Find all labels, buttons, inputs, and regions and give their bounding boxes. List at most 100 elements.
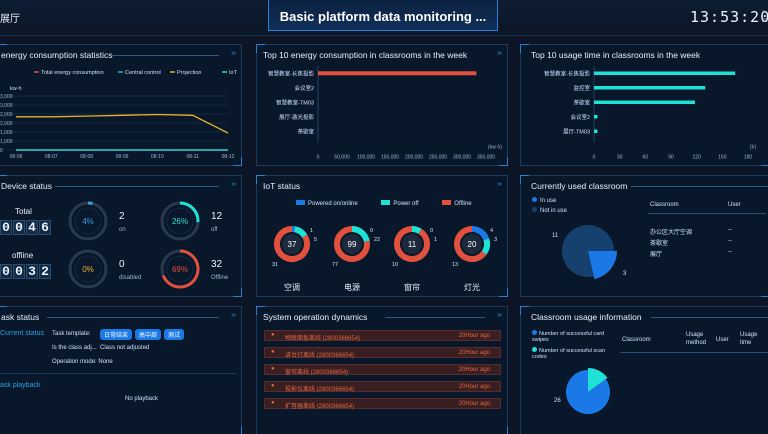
pie-label-small: 3 bbox=[623, 271, 627, 277]
legend-dot-card bbox=[532, 330, 537, 335]
donut-segment bbox=[351, 226, 370, 243]
row-room: 茶歇室 bbox=[650, 241, 669, 247]
legend-off: Power off bbox=[393, 201, 419, 207]
gauge-label: off bbox=[211, 227, 218, 233]
list-item[interactable]: ● 物联面板离线 (2800366654) 20Hour ago bbox=[264, 330, 501, 342]
pie-slice-in-use bbox=[588, 251, 617, 280]
table-row[interactable]: 办公区大厅空调 -- bbox=[648, 226, 766, 237]
gauge-arc bbox=[87, 201, 93, 206]
donut-label-b: 3 bbox=[494, 237, 497, 243]
x-tick-label: 300,000 bbox=[453, 155, 471, 161]
page-title: Basic platform data monitoring ... bbox=[279, 9, 487, 24]
list-item[interactable]: ● 扩音器离线 (2800366654) 20Hour ago bbox=[264, 398, 501, 410]
col-user: User bbox=[728, 202, 741, 208]
legend-swatch-offline bbox=[442, 200, 452, 205]
row-user: -- bbox=[728, 249, 732, 255]
table-row[interactable]: 展厅 -- bbox=[648, 248, 766, 259]
alert-icon: ● bbox=[271, 332, 275, 338]
x-tick-label: 180 bbox=[744, 155, 753, 161]
op-time: 20Hour ago bbox=[458, 333, 490, 339]
usage-table-header: Classroom Usage method User Usage time bbox=[620, 331, 768, 353]
list-item[interactable]: ● 投影仪离线 (2800366654) 20Hour ago bbox=[264, 381, 501, 393]
donut-total: 20 bbox=[468, 240, 477, 249]
donut-segment bbox=[471, 226, 490, 241]
x-tick-label: 90 bbox=[668, 155, 674, 161]
gauge-track bbox=[68, 249, 108, 289]
series-line-2 bbox=[16, 113, 229, 134]
template-button[interactable]: 测试 bbox=[164, 329, 185, 340]
donut-center bbox=[282, 234, 302, 254]
usage-title: Classroom usage information bbox=[531, 312, 642, 322]
current-status-label[interactable]: Current status bbox=[0, 330, 44, 337]
usage-legend-scan: Number of successful scan codes bbox=[532, 347, 612, 360]
device-title: Device status bbox=[1, 181, 53, 191]
donut-label-c: 31 bbox=[272, 262, 278, 268]
playback-title[interactable]: ask playback bbox=[0, 382, 41, 389]
donut-label-a: 4 bbox=[490, 228, 493, 234]
header-left-title: 展厅 bbox=[0, 14, 20, 25]
x-tick-label: 350,000 bbox=[477, 155, 495, 161]
x-tick-label: 08-06 bbox=[10, 154, 23, 160]
gauge-value: 32 bbox=[211, 259, 223, 270]
donut-total: 37 bbox=[288, 240, 297, 249]
x-tick-label: 08-10 bbox=[151, 154, 164, 160]
panel-arrows-icon: ››› bbox=[497, 181, 502, 188]
donut-label-c: 13 bbox=[452, 262, 458, 268]
current-table-header: Classroom User bbox=[648, 200, 766, 214]
col-usage-time: Usage time bbox=[740, 332, 758, 346]
list-item[interactable]: ● 讲台灯离线 (2800366654) 20Hour ago bbox=[264, 347, 501, 359]
donut-label-a: 0 bbox=[430, 228, 433, 234]
no-playback: No playback bbox=[125, 396, 159, 402]
unit-label: (h) bbox=[750, 145, 756, 151]
gauge-arc bbox=[179, 201, 200, 223]
donut-total: 11 bbox=[408, 240, 417, 249]
x-tick-label: 150,000 bbox=[381, 155, 399, 161]
category-label: 会议室2 bbox=[570, 113, 590, 121]
op-text: 窗帘离线 (2800366654) bbox=[285, 370, 349, 376]
ops-title: System operation dynamics bbox=[263, 312, 368, 322]
x-tick-label: 0 bbox=[317, 155, 320, 161]
digit: 0 bbox=[13, 264, 25, 279]
op-text: 讲台灯离线 (2800366654) bbox=[285, 353, 355, 359]
header-clock: 13:53:20 bbox=[690, 8, 768, 26]
donut-label-b: 22 bbox=[374, 237, 380, 243]
gauge-value: 0 bbox=[119, 259, 125, 270]
task-template-label: Task template: bbox=[52, 331, 91, 337]
alert-icon: ● bbox=[271, 366, 275, 372]
x-tick-label: 200,000 bbox=[405, 155, 423, 161]
y-tick-label: 2,000 bbox=[0, 121, 13, 127]
donut-label-b: 5 bbox=[314, 237, 317, 243]
adjusted-value: Class not adjusted bbox=[100, 345, 150, 351]
table-row[interactable]: 茶歇室 -- bbox=[648, 237, 766, 248]
gauge-arc bbox=[161, 249, 200, 289]
donut-segment bbox=[454, 226, 487, 262]
header-date-small2: 20 bbox=[762, 18, 768, 24]
current-legend-in: In use bbox=[532, 197, 556, 204]
y-unit: kw·h bbox=[10, 86, 22, 92]
template-button[interactable]: 日常结束 bbox=[100, 329, 133, 340]
x-tick-label: 08-09 bbox=[116, 154, 129, 160]
donut-label-c: 77 bbox=[332, 262, 338, 268]
gauge-inner bbox=[74, 255, 102, 283]
donut-total: 99 bbox=[348, 240, 357, 249]
pie-label-big: 11 bbox=[552, 233, 559, 239]
y-tick-label: 1,000 bbox=[0, 130, 13, 136]
device-type-label: 窗帘 bbox=[404, 282, 420, 292]
x-tick-label: 08-12 bbox=[222, 154, 235, 160]
digit: 0 bbox=[0, 220, 12, 235]
template-button[interactable]: 高中部 bbox=[135, 329, 162, 340]
row-user: -- bbox=[728, 238, 732, 244]
op-time: 20Hour ago bbox=[458, 401, 490, 407]
task-title: ask status bbox=[1, 312, 40, 322]
digit: 0 bbox=[0, 264, 12, 279]
category-label: 展厅-激光投影 bbox=[279, 113, 314, 121]
pie-slice-scan bbox=[588, 368, 608, 392]
gauge-inner bbox=[74, 207, 102, 235]
donut-center bbox=[462, 234, 482, 254]
current-title: Currently used classroom bbox=[531, 181, 628, 191]
list-item[interactable]: ● 窗帘离线 (2800366654) 20Hour ago bbox=[264, 364, 501, 376]
legend-scan-label: Number of successful scan codes bbox=[532, 348, 606, 360]
panel-arrows-icon: ››› bbox=[231, 50, 236, 57]
